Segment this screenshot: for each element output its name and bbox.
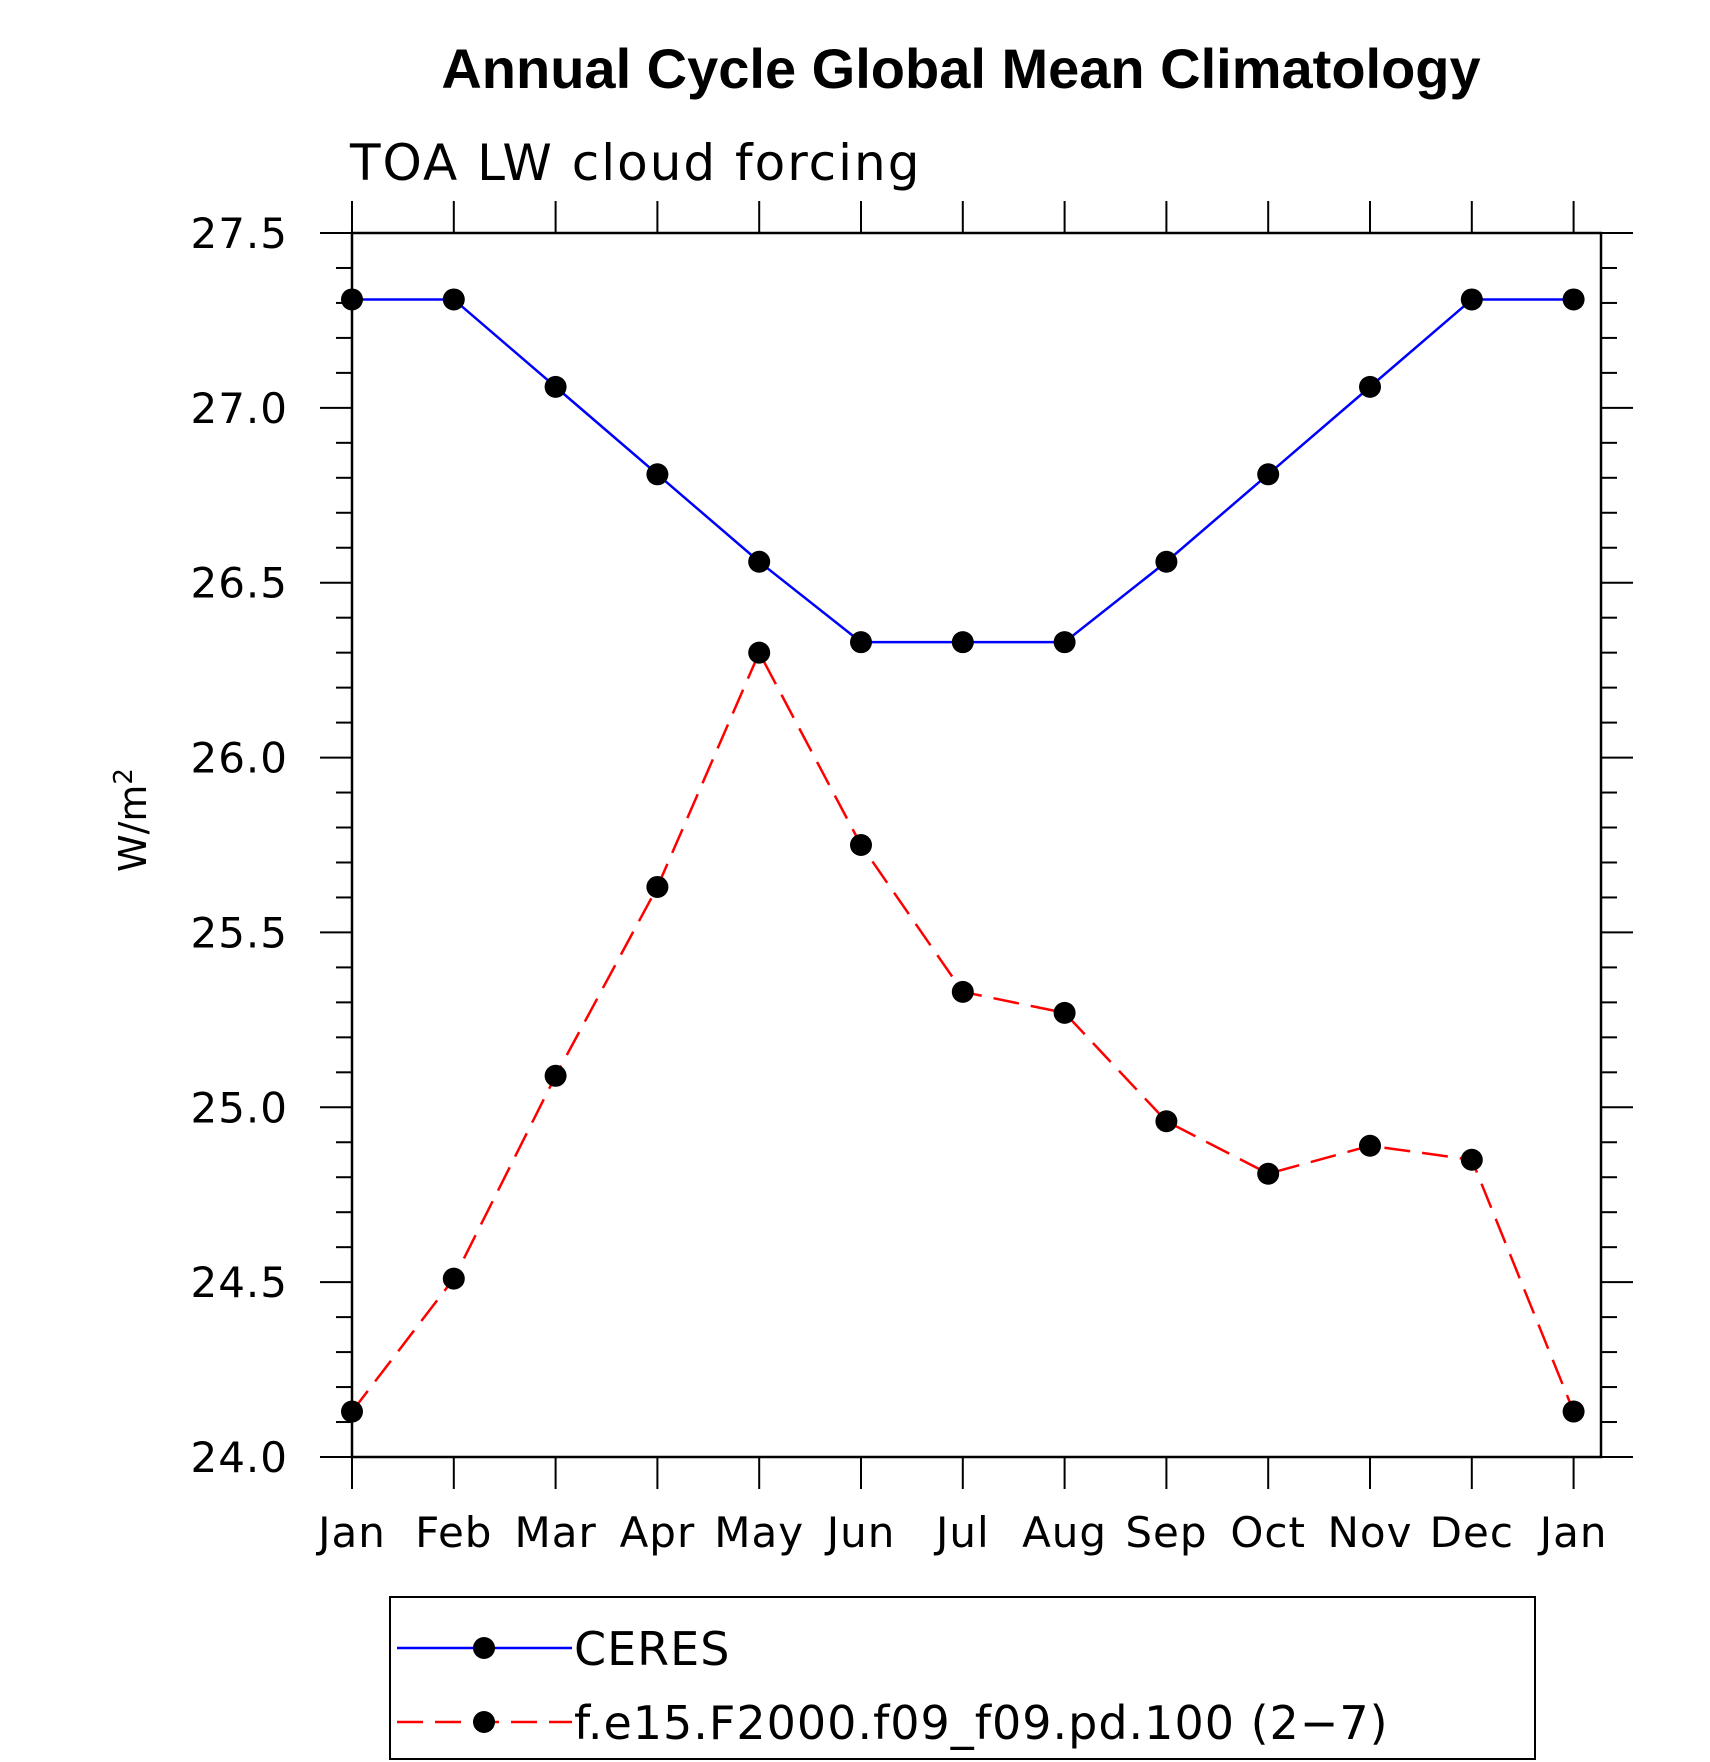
y-tick-label: 24.0 (190, 1433, 288, 1482)
series-1 (341, 288, 1585, 654)
y-tick-label: 24.5 (190, 1258, 288, 1307)
y-axis-label-text: W/m (111, 785, 155, 872)
legend-entry-2: f.e15.F2000.f09_f09.pd.100 (2−7) (397, 1696, 1389, 1750)
x-tick-label: Sep (1125, 1508, 1207, 1557)
y-axis-label-superscript: 2 (109, 768, 139, 785)
data-point (850, 631, 872, 654)
data-point (1359, 375, 1381, 398)
data-point (442, 1267, 465, 1290)
data-point (341, 1400, 363, 1423)
data-point (1460, 288, 1483, 311)
x-tick-label: Feb (415, 1508, 492, 1557)
legend-label: f.e15.F2000.f09_f09.pd.100 (2−7) (574, 1696, 1389, 1750)
x-tick-label: Dec (1430, 1508, 1514, 1557)
data-point (544, 375, 567, 398)
data-point (1257, 463, 1280, 486)
y-tick-label: 26.0 (190, 734, 288, 783)
x-tick-label: Jul (933, 1508, 990, 1557)
series-line (351, 649, 1575, 1413)
x-tick-label: Aug (1022, 1508, 1107, 1557)
legend-marker (473, 1637, 495, 1659)
data-point (1562, 288, 1585, 311)
x-tick-label: Oct (1230, 1508, 1306, 1557)
legend-box (389, 1596, 1536, 1760)
data-point (1257, 1162, 1280, 1185)
data-point (951, 980, 974, 1003)
y-tick-label: 25.5 (190, 908, 288, 957)
chart-subtitle: TOA LW cloud forcing (349, 134, 921, 192)
data-point (1460, 1148, 1483, 1171)
x-tick-label: Jan (315, 1508, 386, 1557)
data-point (1155, 550, 1178, 573)
x-tick-label: Nov (1328, 1508, 1413, 1557)
data-point (544, 1064, 567, 1087)
chart-title: Annual Cycle Global Mean Climatology (441, 37, 1480, 100)
x-tick-label: Jun (824, 1508, 896, 1557)
series-line (352, 298, 1574, 644)
data-point (646, 463, 669, 486)
data-point (1562, 1400, 1585, 1423)
data-point (1359, 1134, 1381, 1157)
legend-marker (473, 1711, 495, 1733)
data-point (1155, 1110, 1178, 1133)
y-tick-label: 27.5 (190, 209, 288, 258)
data-point (850, 834, 872, 856)
plot-frame (350, 231, 1603, 1459)
data-point (341, 288, 363, 311)
data-point (1053, 1001, 1076, 1024)
data-point (748, 641, 771, 664)
y-tick-label: 25.0 (190, 1083, 288, 1132)
data-point (951, 631, 974, 654)
data-point (646, 875, 669, 898)
x-tick-label: Apr (620, 1508, 696, 1557)
legend-label: CERES (574, 1622, 730, 1676)
series-2 (341, 641, 1585, 1423)
series-layer (341, 288, 1585, 1423)
y-axis-label: W/m2 (109, 768, 155, 872)
y-tick-label: 26.5 (190, 559, 288, 608)
x-tick-label: May (714, 1508, 804, 1557)
x-tick-label: Jan (1537, 1508, 1608, 1557)
axes: 24.0 24.5 25.0 25.5 26.0 26.5 27.0 27.5 Jan Feb Ma… (190, 201, 1633, 1557)
x-tick-label: Mar (514, 1508, 596, 1557)
legend: CERES f.e15.F2000.f09_f09.pd.100 (2−7) (389, 1596, 1536, 1760)
legend-entry-1: CERES (397, 1622, 730, 1676)
data-point (1053, 631, 1076, 654)
data-point (442, 288, 465, 311)
data-point (748, 550, 771, 573)
y-tick-label: 27.0 (190, 384, 288, 433)
